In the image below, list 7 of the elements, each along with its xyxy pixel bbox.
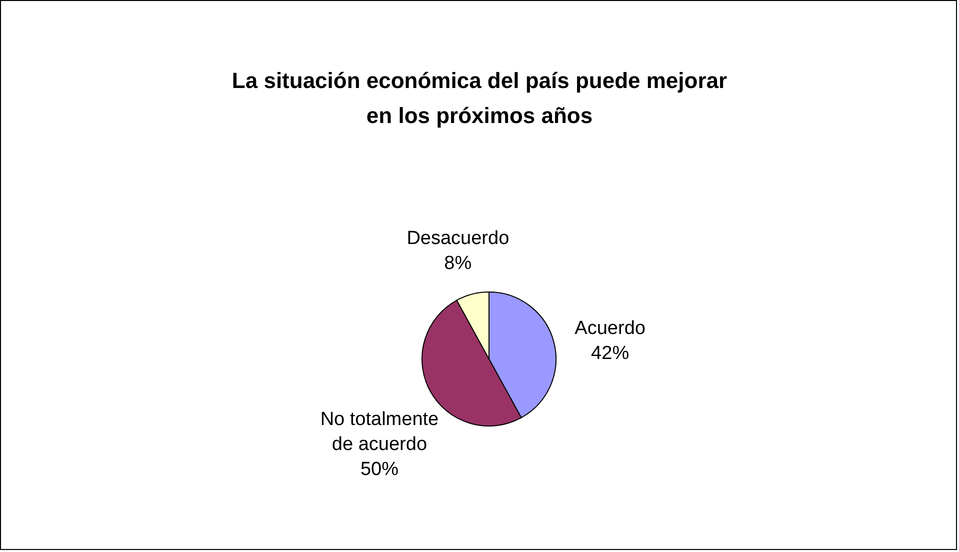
slice-label: Acuerdo (574, 318, 646, 339)
data-label: 42% (591, 342, 630, 364)
chart-title: La situación económica del país puede mejorar en los próximos años (232, 68, 728, 128)
data-label: 50% (360, 459, 399, 480)
slice-label: Desacuerdo (406, 228, 510, 249)
slice-label: No totalmente de acuerdo (320, 409, 439, 456)
data-label: 8% (444, 252, 472, 274)
